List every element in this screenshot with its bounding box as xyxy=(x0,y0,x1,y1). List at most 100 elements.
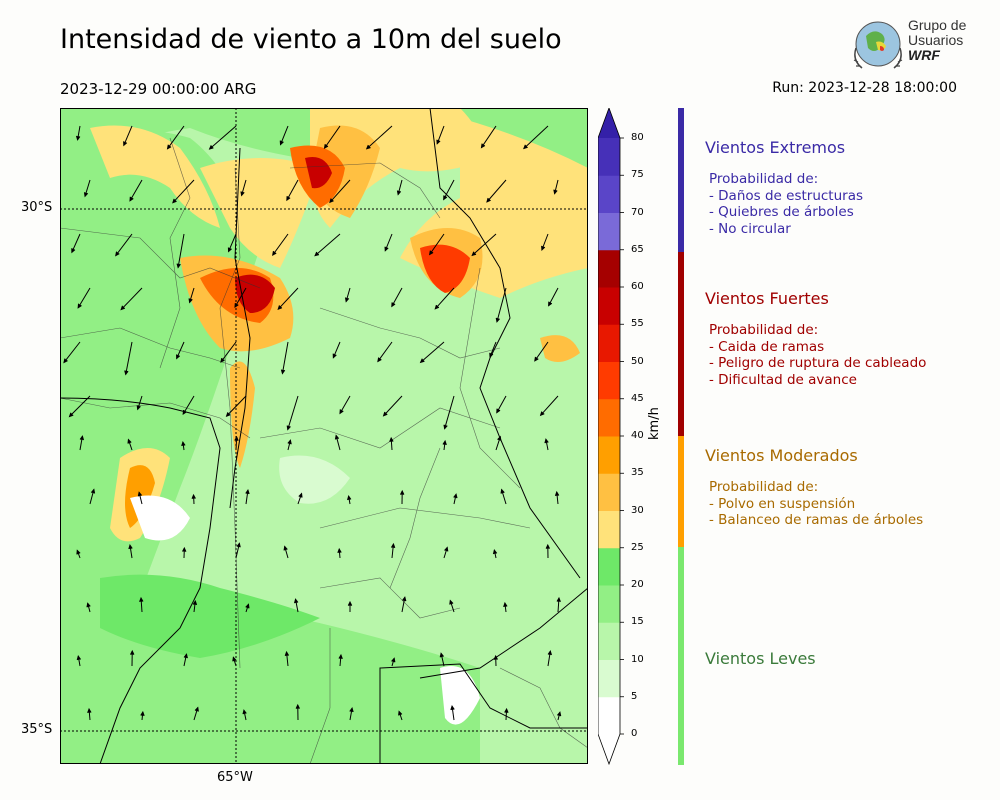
page-title: Intensidad de viento a 10m del suelo xyxy=(60,24,562,55)
wind-arrow-head xyxy=(442,439,447,446)
wind-arrow-head xyxy=(183,653,188,659)
wind-arrow xyxy=(540,395,559,416)
wind-arrow-head xyxy=(539,411,545,417)
wind-arrow-head xyxy=(391,302,396,308)
wind-arrow-head xyxy=(68,412,74,418)
colorbar-tick-label: 70 xyxy=(631,206,644,218)
wind-arrow-head xyxy=(449,599,454,605)
logo-line-3: WRF xyxy=(908,47,940,63)
wind-arrow-head xyxy=(287,439,292,445)
colorbar-tick-label: 25 xyxy=(631,541,644,553)
wind-arrow-head xyxy=(139,596,144,602)
wind-arrow-head xyxy=(399,489,405,495)
logo-line-2: Usuarios xyxy=(908,32,964,48)
category-title: Vientos Extremos xyxy=(705,138,846,157)
lat-label-30s: 30°S xyxy=(21,200,53,215)
wind-arrow-head xyxy=(76,549,81,555)
colorbar-segment xyxy=(598,547,620,586)
wind-arrow-head xyxy=(334,434,340,440)
wind-arrow-head xyxy=(75,135,81,141)
wind-arrow-head xyxy=(444,546,449,552)
wind-arrow-head xyxy=(384,246,389,252)
colorbar-segment xyxy=(598,622,620,660)
wind-arrow xyxy=(366,125,393,150)
wind-arrow xyxy=(63,341,81,363)
category-bar-fuertes xyxy=(678,252,684,436)
wind-arrow-head xyxy=(182,546,187,552)
wind-arrow-head xyxy=(90,488,96,494)
colorbar-segment xyxy=(598,398,620,437)
colorbar-tick-label: 5 xyxy=(631,690,638,702)
wind-arrow-head xyxy=(495,317,500,323)
wind-arrow-head xyxy=(79,435,85,441)
wind-arrow-head xyxy=(83,192,89,198)
wind-arrow-head xyxy=(389,436,394,442)
wind-arrow-head xyxy=(123,141,128,147)
wind-arrow-head xyxy=(339,409,344,415)
wind-arrow-head xyxy=(541,245,546,251)
wind-arrow-head xyxy=(398,710,403,716)
colorbar-segment xyxy=(598,473,620,511)
category-bar-extremos xyxy=(678,108,684,252)
category-extremos: Vientos Extremos Probabilidad de: - Daño… xyxy=(705,138,863,237)
wind-arrow-head xyxy=(298,492,303,498)
wind-arrow-head xyxy=(554,490,560,496)
wind-arrow xyxy=(314,233,341,257)
colorbar-segment xyxy=(598,436,620,474)
wind-arrow xyxy=(167,125,185,149)
wind-arrow-head xyxy=(377,357,382,363)
colorbar-tick-label: 50 xyxy=(631,355,644,367)
wind-arrow-head xyxy=(493,654,498,660)
wind-arrow xyxy=(377,341,393,362)
wind-arrow-head xyxy=(127,438,132,444)
wind-arrow-head xyxy=(232,656,237,662)
wind-arrow-head xyxy=(286,196,291,202)
wind-arrow xyxy=(220,341,237,363)
wind-arrow xyxy=(129,179,143,202)
category-line: Probabilidad de: xyxy=(709,322,819,338)
colorbar-tick-label: 35 xyxy=(631,467,644,479)
wind-arrow-head xyxy=(504,707,509,713)
wind-arrows xyxy=(63,125,562,721)
category-line: - Quiebres de árboles xyxy=(709,204,854,220)
wind-arrow-head xyxy=(286,425,291,431)
wind-arrow xyxy=(486,179,507,203)
wind-arrow-head xyxy=(443,424,448,430)
colorbar-tick-label: 15 xyxy=(631,616,644,628)
wind-arrow xyxy=(277,287,299,310)
wind-map xyxy=(60,108,588,764)
province-borders xyxy=(60,137,588,764)
category-line: - Dificultad de avance xyxy=(709,371,857,388)
logo-line-1: Grupo de xyxy=(908,17,967,33)
wind-arrow xyxy=(234,287,247,308)
wind-arrow-head xyxy=(489,352,494,358)
wind-arrow-head xyxy=(349,707,354,713)
wind-arrow-head xyxy=(443,195,448,201)
category-line: Probabilidad de: xyxy=(709,479,819,495)
valid-time: 2023-12-29 00:00:00 ARG xyxy=(60,80,257,98)
lat-label-35s: 35°S xyxy=(21,722,53,737)
wind-arrow xyxy=(272,233,289,256)
wind-arrow-head xyxy=(347,600,353,606)
wind-arrow-head xyxy=(332,353,337,359)
wind-arrow xyxy=(125,341,133,375)
wind-arrow xyxy=(115,233,133,256)
category-moderados: Vientos Moderados Probabilidad de: - Pol… xyxy=(705,446,923,529)
wind-arrow-head xyxy=(323,144,329,150)
wind-arrow-head xyxy=(295,703,300,709)
wind-arrow-head xyxy=(227,247,232,253)
wind-arrow xyxy=(434,287,455,310)
wind-arrow-head xyxy=(544,438,549,444)
colorbar-tick-label: 10 xyxy=(631,653,644,665)
category-bar-moderados xyxy=(678,436,684,547)
wind-arrow xyxy=(329,179,351,203)
wind-arrow-head xyxy=(176,263,181,269)
wind-arrow xyxy=(120,287,143,310)
category-leves: Vientos Leves xyxy=(705,649,816,668)
wind-arrow-head xyxy=(337,547,342,553)
wind-arrow-head xyxy=(176,354,181,360)
colorbar-segment xyxy=(598,138,620,176)
wind-arrow xyxy=(177,233,185,268)
colorbar-segment xyxy=(598,249,620,288)
wind-arrow-head xyxy=(556,711,562,717)
